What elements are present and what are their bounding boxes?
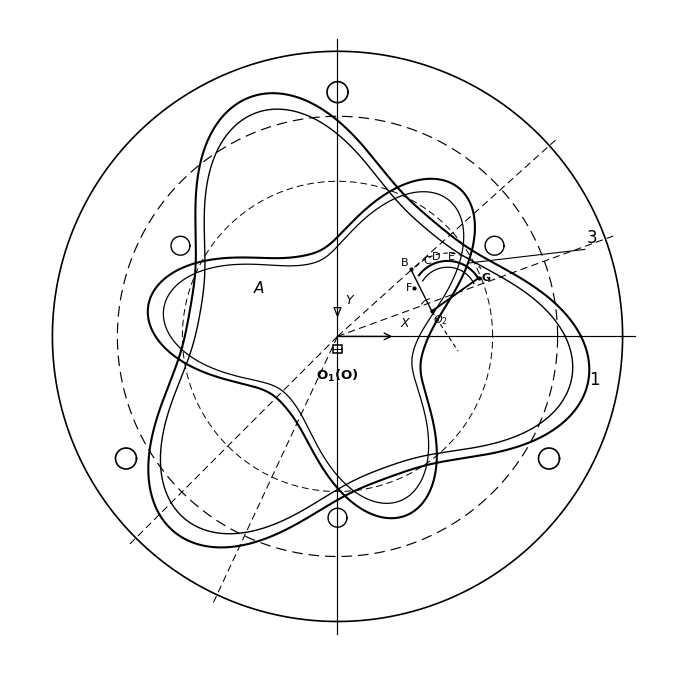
Text: $\mathbf{O_1(O)}$: $\mathbf{O_1(O)}$ [317,368,358,384]
Text: X: X [400,317,409,330]
Text: 3: 3 [587,229,597,247]
Text: G: G [481,273,490,282]
Text: C: C [423,256,431,266]
Text: D: D [432,252,440,262]
Text: F: F [406,283,412,293]
Text: B: B [401,258,409,268]
Text: A: A [254,281,264,296]
Text: 1: 1 [589,371,599,389]
Text: E: E [448,252,454,262]
Text: Y: Y [345,294,352,308]
Text: $O_2$: $O_2$ [433,313,448,327]
